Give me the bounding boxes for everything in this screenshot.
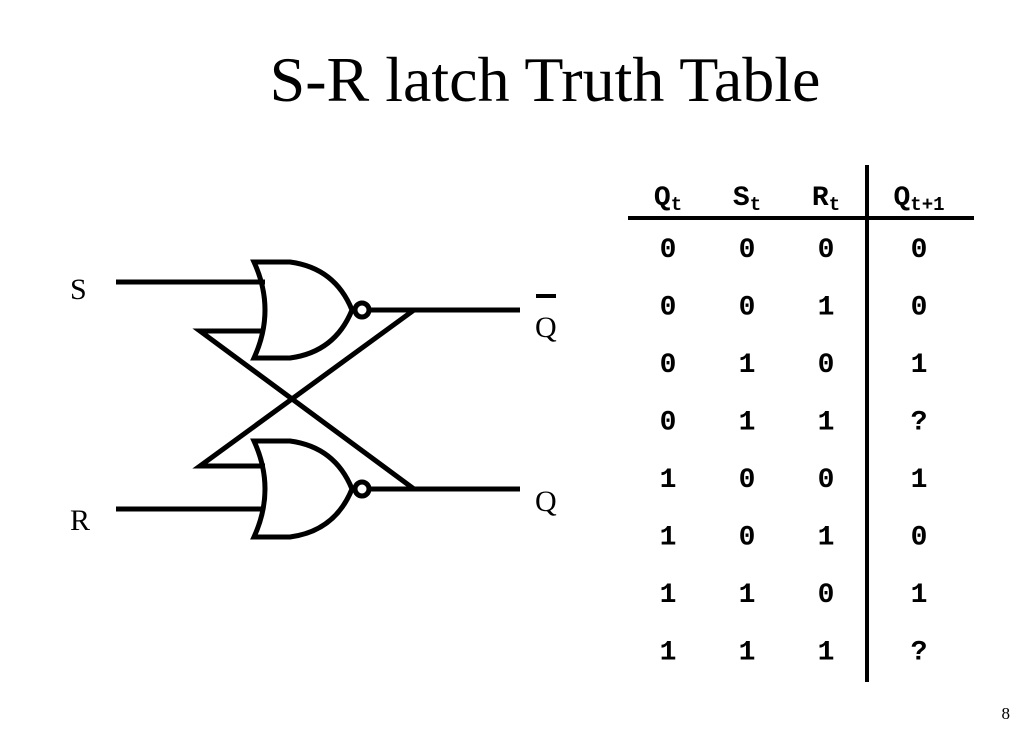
table-row: 0 1 0 1 — [660, 350, 928, 381]
table-cell: 0 — [818, 580, 835, 611]
table-row: 1 1 1? — [660, 638, 928, 669]
table-cell: 1 — [660, 638, 677, 669]
table-cell: 0 — [739, 523, 756, 554]
table-cell: 0 — [739, 465, 756, 496]
nor-gate-upper — [250, 259, 355, 361]
table-cell: ? — [911, 408, 928, 439]
table-cell: 1 — [739, 580, 756, 611]
nor-gate-lower — [250, 438, 355, 540]
table-cell: 0 — [911, 235, 928, 266]
table-cell: 0 — [818, 465, 835, 496]
feedback-q-to-upper-gate — [192, 328, 416, 492]
table-cell: 1 — [739, 638, 756, 669]
table-cell: 1 — [818, 638, 835, 669]
input-r-label: R — [70, 504, 90, 537]
table-cell: 0 — [660, 235, 677, 266]
table-cell: 0 — [660, 350, 677, 381]
table-cell: 0 — [660, 408, 677, 439]
table-cell: 1 — [739, 350, 756, 381]
table-cell: 1 — [660, 580, 677, 611]
table-cell: 1 — [739, 408, 756, 439]
table-row: 1 1 0 1 — [660, 580, 928, 611]
table-header-rt: Rt — [812, 183, 840, 216]
table-cell: 1 — [660, 465, 677, 496]
page-title: S-R latch Truth Table — [269, 44, 821, 115]
output-q-label: Q — [535, 485, 557, 518]
table-row: 0 1 1? — [660, 408, 928, 439]
table-cell: 0 — [911, 293, 928, 324]
table-cell: 1 — [911, 465, 928, 496]
table-header-st: St — [733, 183, 761, 216]
feedback-qbar-to-lower-gate — [192, 307, 416, 469]
table-cell: 0 — [818, 235, 835, 266]
table-cell: 0 — [911, 523, 928, 554]
table-header-qt: Qt — [654, 183, 682, 216]
table-row: 0 0 0 0 — [660, 235, 928, 266]
table-row: 1 0 1 0 — [660, 523, 928, 554]
table-header-qt1: Qt+1 — [893, 183, 944, 216]
table-cell: 0 — [739, 235, 756, 266]
table-cell: 0 — [739, 293, 756, 324]
table-cell: 0 — [660, 293, 677, 324]
page-number: 8 — [1001, 704, 1011, 723]
output-qbar-label: Q — [535, 311, 557, 344]
table-cell: 1 — [818, 293, 835, 324]
table-row: 1 0 0 1 — [660, 465, 928, 496]
table-cell: 1 — [911, 350, 928, 381]
table-cell: 1 — [911, 580, 928, 611]
input-s-label: S — [70, 273, 87, 306]
table-body: 0 0 0 0 0 0 1 0 0 1 0 1 0 1 1 ? 1 0 0 1 1 0 1 0 1 1 0 1 1 1 1? — [660, 235, 928, 669]
table-cell: 1 — [818, 523, 835, 554]
table-cell: 1 — [660, 523, 677, 554]
table-cell: 0 — [818, 350, 835, 381]
table-cell: ? — [911, 638, 928, 669]
table-row: 0 0 1 0 — [660, 293, 928, 324]
sr-latch-circuit-diagram: S R Q Q — [70, 259, 557, 540]
table-cell: 1 — [818, 408, 835, 439]
